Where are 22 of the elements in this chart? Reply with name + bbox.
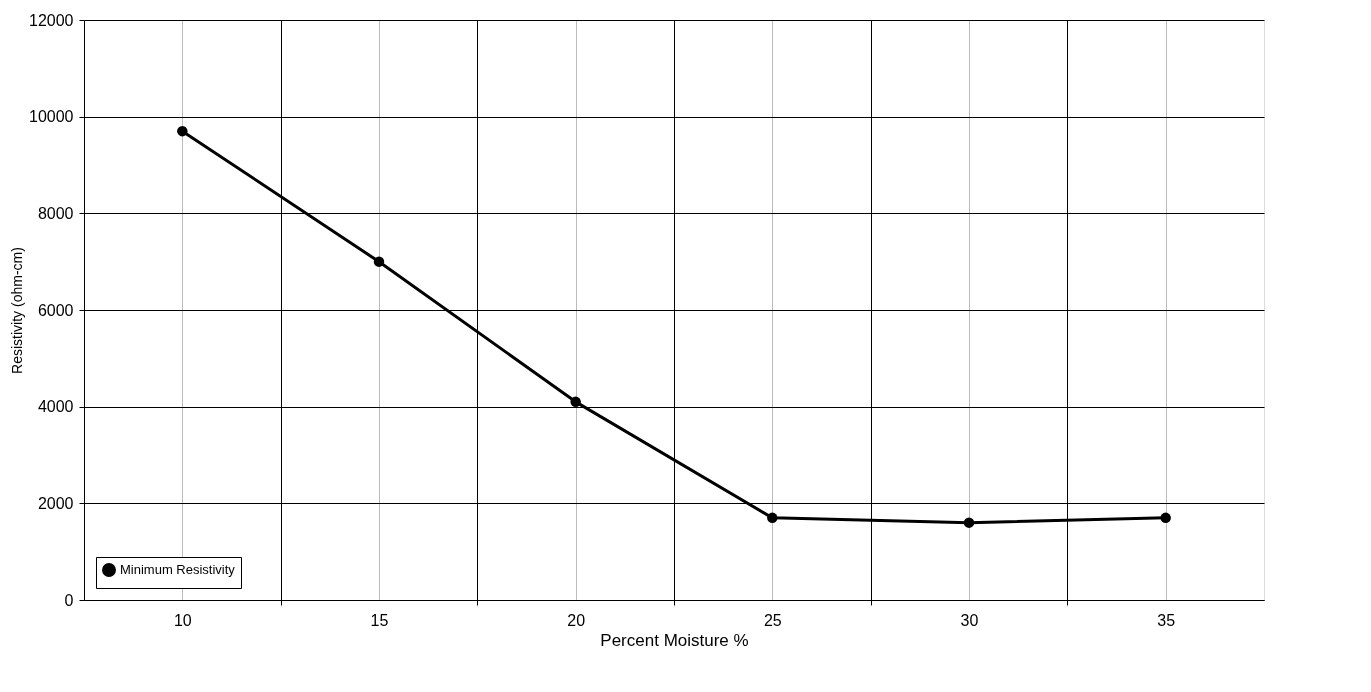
y-tick-label: 6000: [37, 301, 74, 319]
y-tick-label: 0: [64, 591, 74, 609]
point: [177, 125, 188, 137]
y-tick-label: 10000: [29, 108, 74, 126]
point: [570, 396, 581, 408]
x-tick-label: 20: [567, 611, 586, 629]
point: [767, 512, 778, 524]
x-tick-label: 25: [763, 611, 782, 629]
legend-label: Minimum Resistivity: [120, 562, 236, 577]
y-tick-label: 2000: [37, 494, 74, 512]
point: [963, 517, 975, 528]
x-tick-label: 30: [960, 611, 979, 629]
point: [373, 256, 385, 267]
y-axis-title: Resistivity (ohm-cm): [9, 247, 26, 374]
x-tick-label: 15: [370, 611, 389, 629]
x-axis-title: Percent Moisture %: [600, 630, 749, 650]
y-tick-label: 12000: [29, 11, 74, 29]
y-tick-label: 8000: [37, 204, 74, 222]
y-tick-label: 4000: [37, 398, 74, 416]
point: [1160, 512, 1171, 524]
x-tick-label: 35: [1157, 611, 1176, 629]
x-tick-label: 10: [173, 611, 192, 629]
